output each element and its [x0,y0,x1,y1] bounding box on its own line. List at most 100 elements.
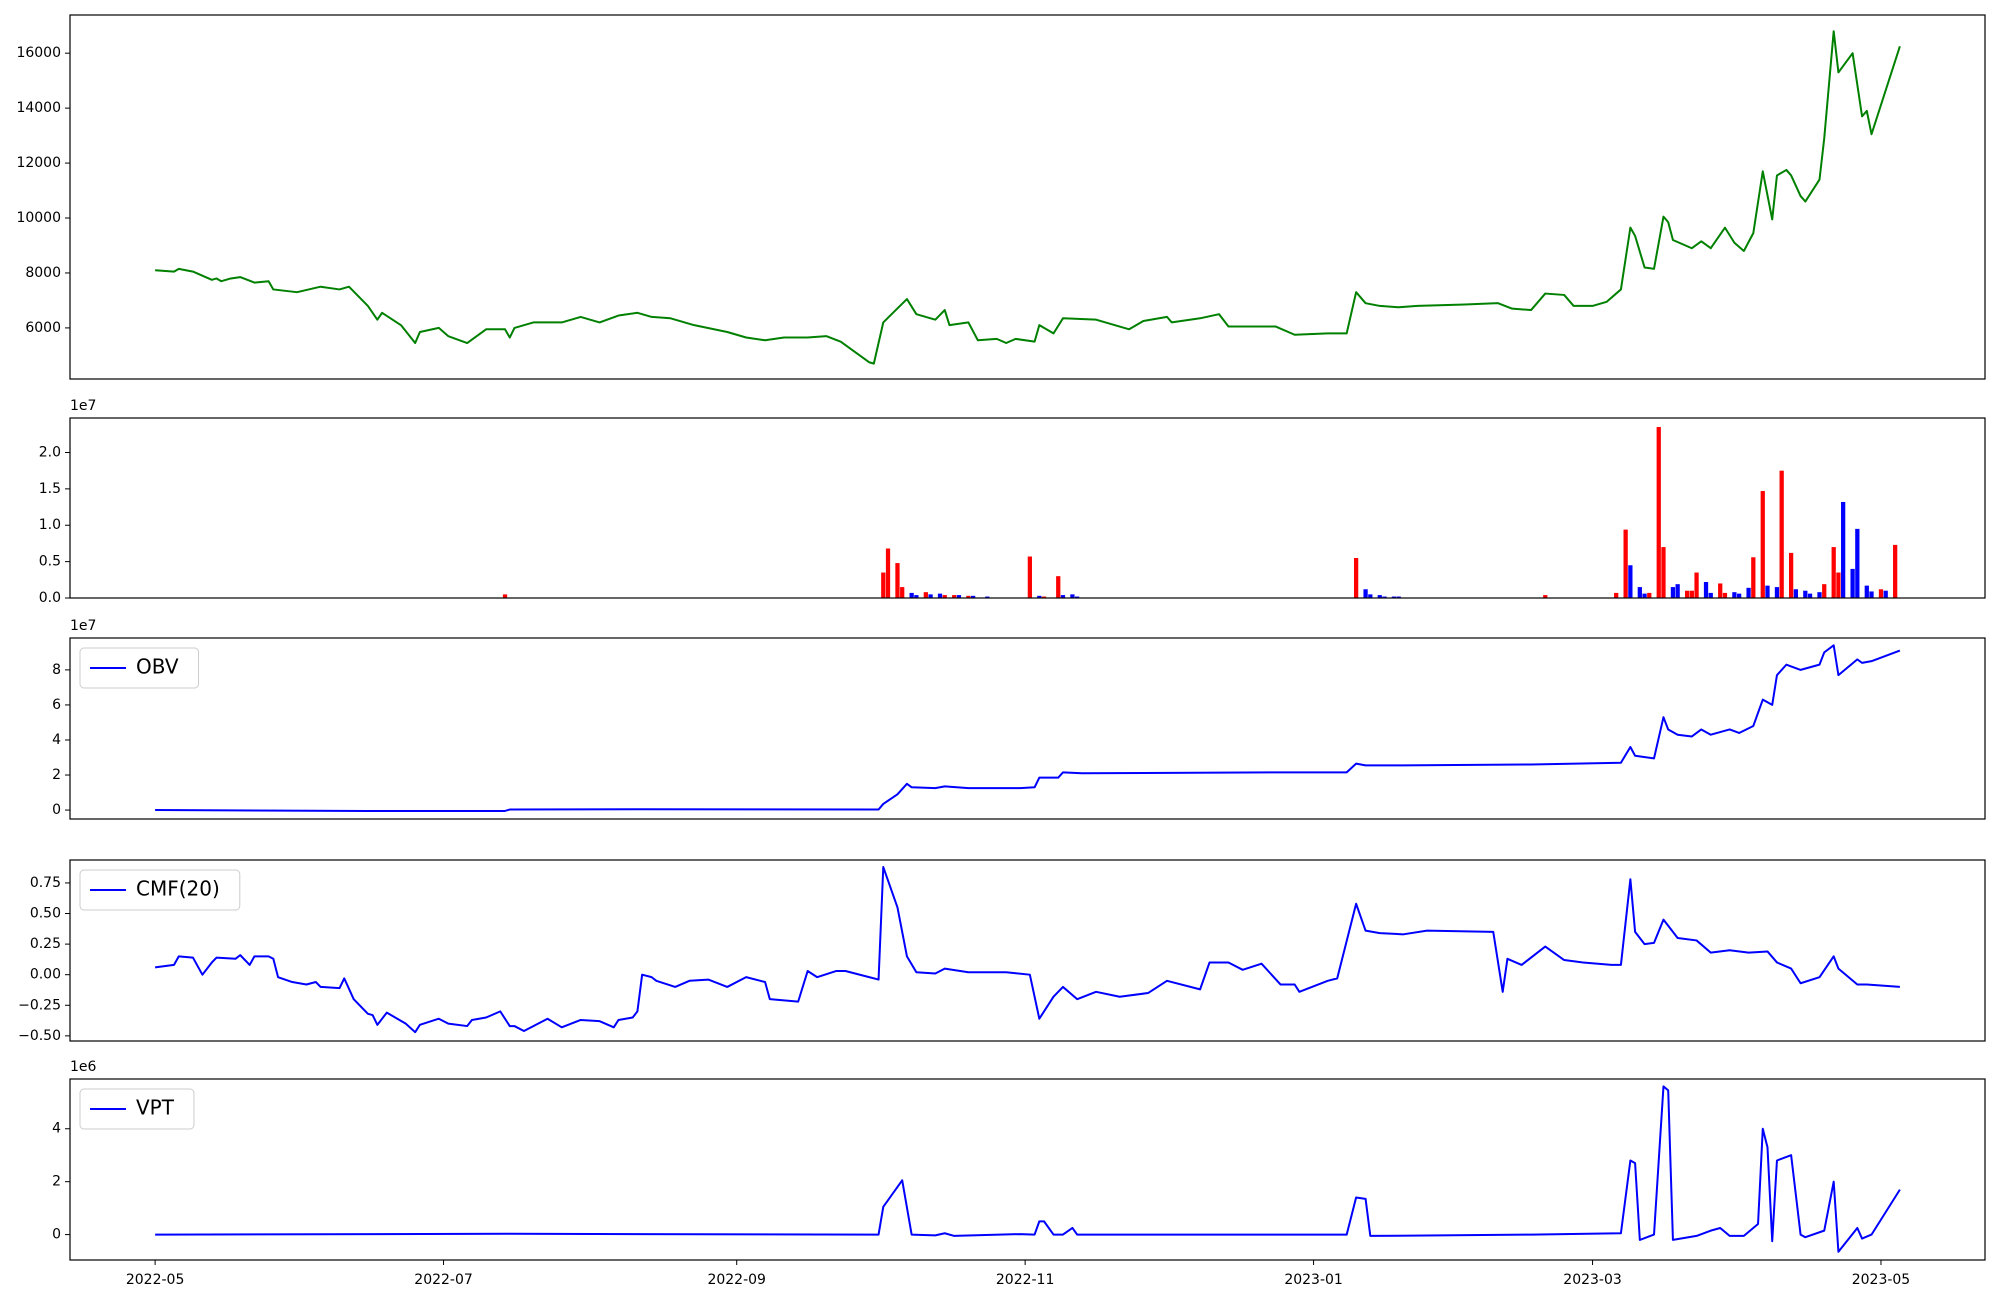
y-tick-label: 16000 [16,45,61,61]
bar [966,595,971,598]
bar [1803,590,1808,598]
bar [1689,590,1694,598]
bar [1037,595,1042,598]
axes-frame [69,417,1986,599]
bar [1027,556,1032,598]
bar [1656,427,1661,598]
bar [1642,593,1647,598]
bar [1353,557,1359,598]
bar [885,548,891,598]
x-tick-label: 2022-11 [996,1272,1055,1288]
bar [1614,592,1619,598]
legend-label: VPT [136,1096,175,1120]
y-tick-label: 0 [52,1227,61,1243]
bar [1647,592,1652,598]
bar [1883,590,1888,598]
bar [1694,572,1699,598]
bar [1736,593,1742,598]
y-offset-label: 1e6 [70,1059,97,1075]
bar [1864,585,1869,598]
y-tick-label: 0.5 [39,554,61,570]
y-tick-label: 0.0 [39,590,61,606]
bar [1878,589,1884,598]
bar [1855,528,1860,598]
bar [923,592,928,598]
legend: VPT [79,1088,195,1130]
y-tick-label: −0.25 [18,997,61,1013]
x-tick-label: 2022-05 [126,1272,185,1288]
bar [1822,584,1827,598]
axes-frame [69,14,1986,380]
bar [1718,583,1723,598]
line [155,644,1901,812]
bar [970,595,976,598]
y-tick-label: −0.50 [18,1028,61,1044]
panel: 0.0 0.5 1.0 1.5 2.0 1e7 [39,398,1986,606]
y-tick-label: 8 [52,662,61,678]
bar [1623,529,1628,598]
bar [895,563,900,598]
y-tick-label: 14000 [16,100,61,116]
bar [502,594,508,598]
bar [928,594,933,598]
x-tick-label: 2023-03 [1563,1272,1622,1288]
legend: OBV [79,647,200,689]
line [155,30,1901,365]
bar [1391,596,1397,598]
y-tick-label: 4 [52,1121,61,1137]
y-tick-label: 8000 [25,265,61,281]
bar [1661,547,1666,598]
legend-box [79,647,200,689]
bar [1746,587,1751,598]
bar [1807,593,1813,598]
bar [1377,595,1382,598]
bar [1670,587,1676,598]
bar [1543,595,1548,598]
bar [1779,470,1784,598]
bar [1070,594,1075,598]
x-tick-label: 2023-05 [1852,1272,1911,1288]
y-tick-label: 0.75 [30,875,61,891]
y-tick-label: 4 [52,732,61,748]
bar [1789,552,1794,598]
y-tick-label: 0.00 [30,967,61,983]
bar [1368,594,1373,598]
y-tick-label: 6 [52,697,61,713]
bar [1760,491,1765,598]
bar [1793,589,1798,598]
y-tick-label: 0.50 [30,906,61,922]
x-tick-label: 2023-01 [1284,1272,1343,1288]
bar [1869,591,1874,598]
y-tick-label: 2 [52,767,61,783]
bar [1765,585,1770,598]
bar [1817,592,1822,598]
bar [1893,544,1898,598]
bar [881,572,886,598]
line [154,866,1900,1034]
bar [1675,584,1680,598]
bar [1841,501,1846,598]
bar [1850,568,1855,598]
y-tick-label: 6000 [25,320,61,336]
bar [956,595,962,598]
bar [1637,587,1642,598]
legend-box [79,869,241,911]
bar [1628,565,1633,598]
line [155,1085,1901,1253]
bar [909,592,914,598]
y-tick-label: 0 [52,802,61,818]
bar [1382,596,1387,598]
bar [942,595,947,598]
panel: −0.50 −0.25 0.00 0.25 0.50 0.75 CMF(20) [18,859,1986,1044]
bar [1075,596,1080,598]
axes-frame [69,859,1986,1042]
bar [1732,592,1737,598]
panel: 6000 8000 10000 12000 14000 16000 [16,14,1986,380]
y-tick-label: 12000 [16,155,61,171]
bar [1363,589,1368,598]
bar [1060,595,1066,598]
bar [952,595,957,598]
y-offset-label: 1e7 [70,398,96,414]
